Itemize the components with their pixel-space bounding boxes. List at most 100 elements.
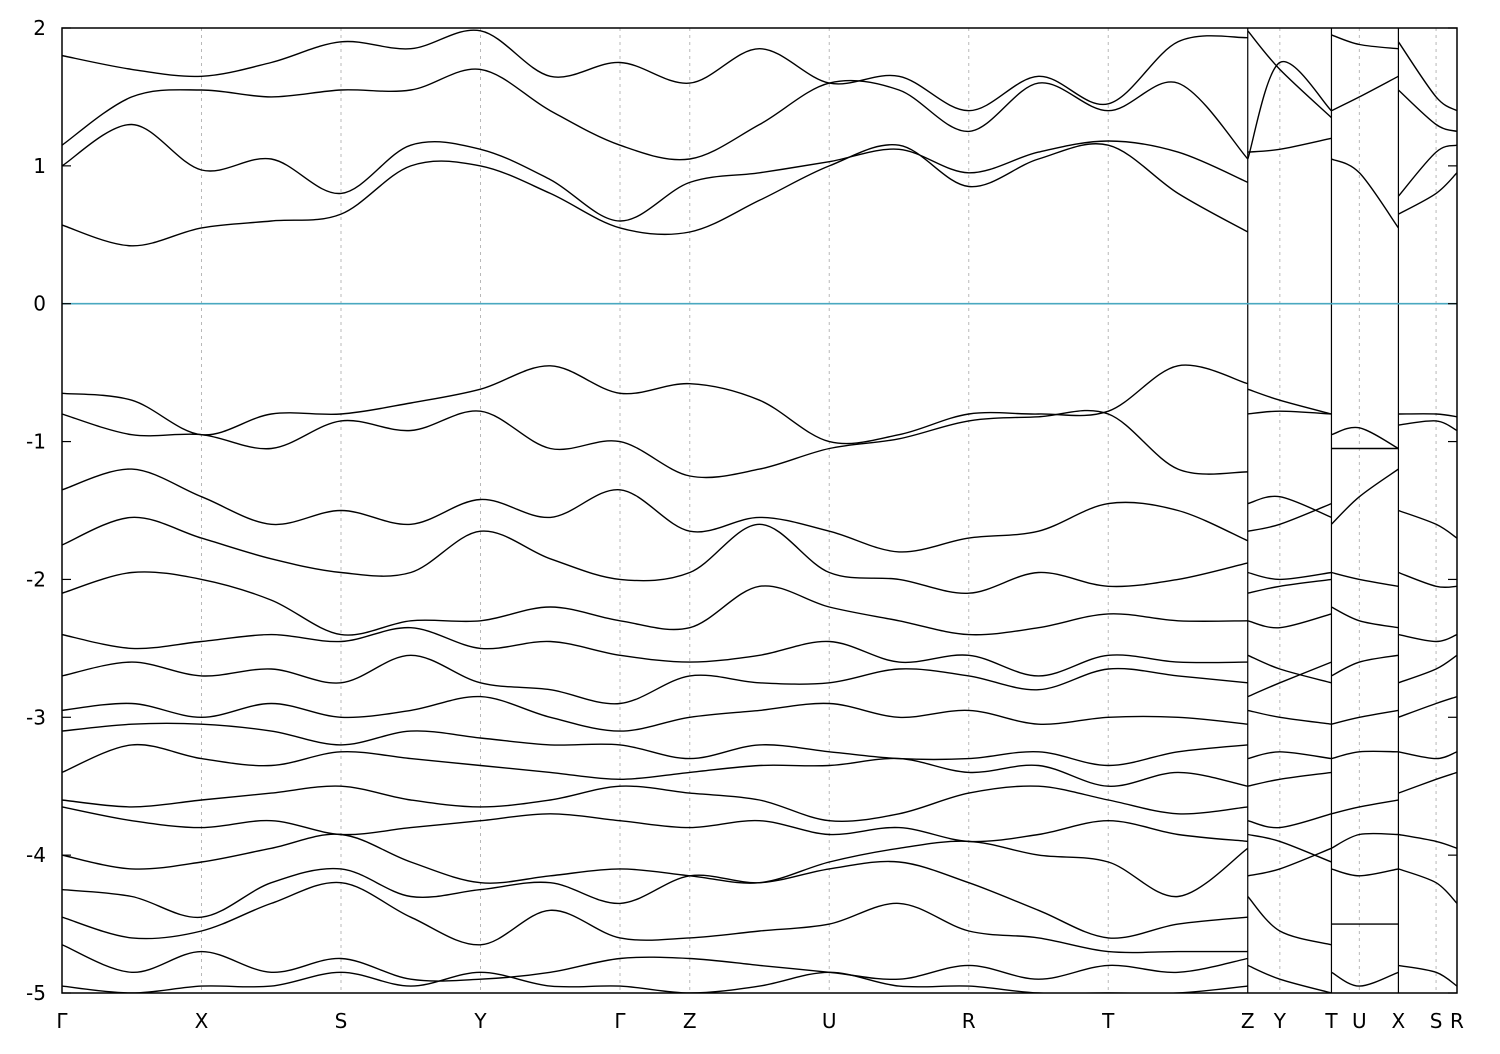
valence-band-17 [62, 971, 1248, 993]
band-segment-33 [1331, 832, 1399, 849]
valence-band-4 [62, 516, 1248, 594]
valence-band-8 [62, 695, 1248, 732]
band-segment-42 [1398, 420, 1457, 432]
conduction-band-4 [62, 29, 1248, 112]
x-tick-label: U [1352, 1009, 1367, 1033]
band-segment-22 [1331, 75, 1399, 112]
x-tick-label: X [1392, 1009, 1406, 1033]
band-segment-12 [1247, 661, 1332, 698]
x-tick-label: Y [1273, 1009, 1287, 1033]
band-segment-24 [1331, 426, 1399, 450]
x-tick-label: R [1450, 1009, 1464, 1033]
band-segment-1 [1247, 60, 1332, 160]
band-segment-30 [1331, 709, 1399, 725]
band-segment-10 [1247, 613, 1332, 629]
valence-band-2 [62, 409, 1248, 479]
band-segment-52 [1398, 964, 1457, 987]
band-segment-7 [1247, 502, 1332, 532]
valence-band-15 [62, 881, 1248, 954]
axes [61, 27, 1458, 994]
valence-band-13 [62, 833, 1249, 898]
band-lines [62, 29, 1457, 993]
band-segment-48 [1398, 751, 1457, 760]
band-segment-39 [1397, 89, 1457, 133]
y-tick-label: -3 [26, 705, 46, 729]
x-tick-label: Z [683, 1009, 697, 1033]
x-tick-label: S [1430, 1009, 1443, 1033]
band-segment-16 [1247, 813, 1332, 829]
x-tick-label: S [335, 1009, 348, 1033]
x-tick-label: U [822, 1009, 837, 1033]
band-segment-50 [1398, 833, 1457, 849]
band-segment-18 [1247, 847, 1332, 877]
x-tick-label: R [962, 1009, 976, 1033]
y-tick-label: -5 [26, 981, 46, 1005]
x-tick-label: Γ [614, 1009, 626, 1033]
y-tick-label: 1 [33, 154, 46, 178]
band-segment-34 [1331, 868, 1399, 877]
band-segment-3 [1247, 30, 1332, 119]
band-segment-27 [1331, 571, 1399, 587]
band-segment-6 [1247, 495, 1332, 519]
band-segment-23 [1331, 34, 1399, 50]
band-segment-49 [1398, 771, 1457, 794]
band-segment-13 [1247, 709, 1332, 725]
band-segment-37 [1398, 172, 1457, 215]
x-tick-label: Y [473, 1009, 487, 1033]
y-tick-label: 0 [33, 292, 46, 316]
band-segment-20 [1247, 964, 1332, 993]
x-tick-label: X [195, 1009, 209, 1033]
band-segment-45 [1398, 633, 1457, 643]
valence-band-3 [62, 468, 1249, 553]
y-tick-label: -1 [26, 430, 46, 454]
conduction-band-1 [62, 143, 1249, 247]
band-segment-21 [1331, 158, 1399, 229]
valence-band-10 [62, 743, 1248, 787]
high-symmetry-gridlines [201, 28, 1437, 993]
band-segment-11 [1247, 654, 1332, 684]
band-segment-38 [1397, 144, 1457, 197]
valence-band-5 [62, 571, 1248, 636]
band-segment-51 [1398, 868, 1457, 904]
valence-band-11 [62, 785, 1248, 822]
band-segment-8 [1247, 571, 1332, 581]
valence-band-6 [62, 626, 1248, 677]
band-segment-26 [1330, 468, 1399, 525]
band-segment-43 [1398, 509, 1457, 539]
band-segment-44 [1398, 571, 1457, 589]
y-tick-label: -4 [26, 843, 46, 867]
conduction-band-2 [62, 123, 1249, 222]
band-segment-36 [1331, 971, 1399, 987]
band-segment-14 [1247, 751, 1332, 760]
x-tick-label: T [1101, 1009, 1115, 1033]
y-tick-label: 2 [33, 16, 46, 40]
band-segment-17 [1247, 833, 1332, 863]
band-segment-47 [1398, 695, 1457, 718]
x-tick-label: T [1324, 1009, 1338, 1033]
conduction-band-3 [62, 68, 1249, 161]
y-tick-label: -2 [26, 567, 46, 591]
valence-band-16 [62, 944, 1248, 982]
x-tick-label: Γ [56, 1009, 68, 1033]
band-segment-46 [1398, 654, 1457, 684]
band-segment-15 [1247, 771, 1332, 787]
valence-band-14 [62, 860, 1248, 939]
band-segment-28 [1331, 606, 1399, 629]
band-segment-31 [1331, 750, 1399, 760]
band-segment-29 [1331, 654, 1399, 677]
valence-band-12 [62, 806, 1248, 843]
band-segment-19 [1247, 896, 1332, 946]
tick-labels: 210-1-2-3-4-5Γ X S Y Γ Z U R T Z Y T U X S R [26, 16, 1464, 1033]
x-tick-label: Z [1241, 1009, 1255, 1033]
valence-band-7 [62, 654, 1248, 705]
band-segment-5 [1247, 410, 1332, 415]
band-segment-40 [1397, 41, 1457, 112]
valence-band-9 [62, 722, 1248, 767]
band-segment-32 [1331, 799, 1399, 815]
band-segment-4 [1247, 388, 1332, 415]
plot-frame [61, 27, 1458, 994]
valence-band-1 [62, 364, 1248, 445]
band-segment-41 [1398, 413, 1457, 418]
